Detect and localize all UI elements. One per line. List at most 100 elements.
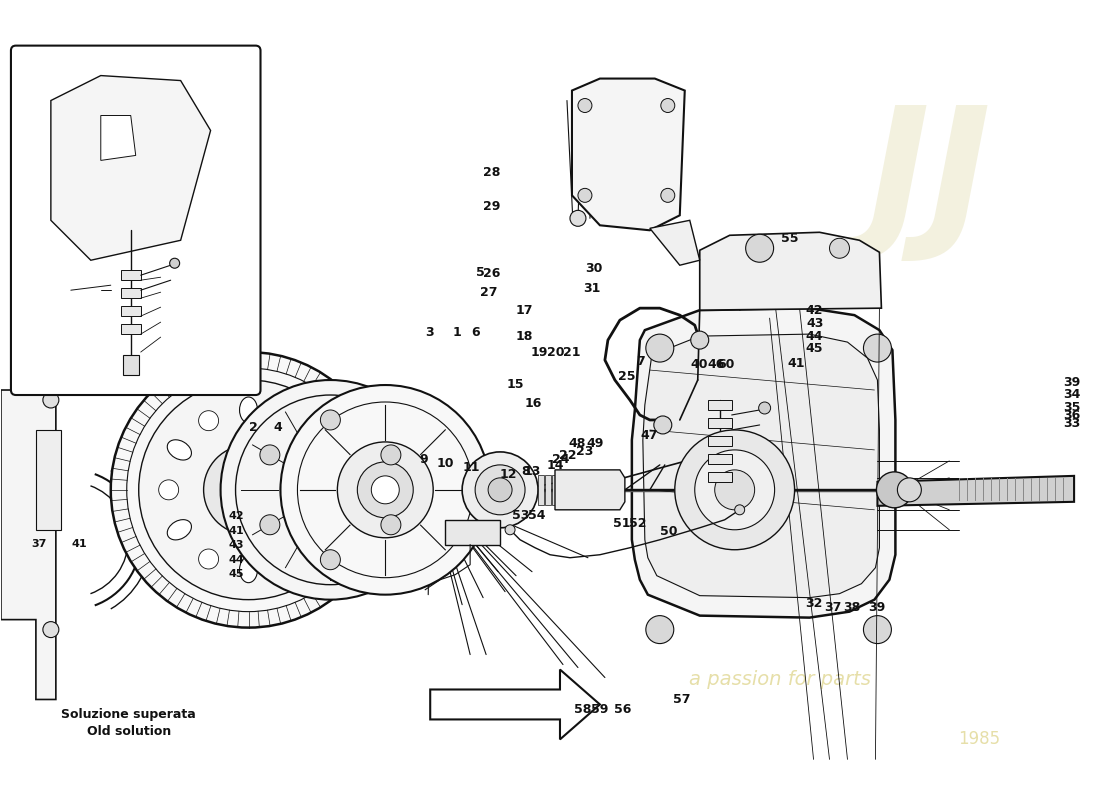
Text: 50: 50 (660, 526, 678, 538)
Text: 41: 41 (72, 538, 88, 549)
Circle shape (233, 475, 264, 505)
Polygon shape (556, 470, 625, 510)
Circle shape (158, 480, 178, 500)
Text: 41: 41 (788, 357, 805, 370)
Text: 43: 43 (806, 317, 823, 330)
Text: 13: 13 (524, 466, 541, 478)
Text: 19: 19 (530, 346, 548, 358)
Text: 60: 60 (717, 358, 735, 370)
Circle shape (358, 462, 414, 518)
Circle shape (505, 525, 515, 534)
Text: 29: 29 (483, 200, 500, 214)
Text: 8: 8 (521, 466, 530, 478)
Polygon shape (430, 670, 600, 739)
Circle shape (864, 334, 891, 362)
Polygon shape (650, 220, 700, 266)
Text: Soluzione superata: Soluzione superata (62, 708, 196, 721)
Text: 5: 5 (476, 266, 485, 278)
Polygon shape (121, 324, 141, 334)
Text: 37: 37 (31, 538, 46, 549)
Polygon shape (642, 334, 879, 598)
Text: 1985: 1985 (958, 730, 1000, 749)
Ellipse shape (240, 557, 257, 582)
Circle shape (300, 460, 361, 520)
Circle shape (646, 334, 674, 362)
Text: 56: 56 (614, 703, 631, 716)
Text: 7: 7 (636, 355, 645, 368)
Text: 14: 14 (547, 459, 564, 472)
Text: 48: 48 (569, 438, 586, 450)
Circle shape (381, 515, 400, 534)
Polygon shape (121, 288, 141, 298)
Text: 17: 17 (516, 304, 534, 317)
Text: 20: 20 (547, 346, 564, 358)
Circle shape (715, 470, 755, 510)
Circle shape (578, 98, 592, 113)
Polygon shape (123, 355, 139, 375)
Circle shape (221, 380, 440, 600)
Text: 53: 53 (512, 510, 529, 522)
Text: 47: 47 (640, 430, 658, 442)
Circle shape (204, 445, 294, 534)
Text: 9: 9 (419, 454, 428, 466)
Circle shape (746, 234, 773, 262)
Text: 31: 31 (583, 282, 601, 294)
Circle shape (488, 478, 513, 502)
Text: 49: 49 (586, 438, 604, 450)
Text: 43: 43 (229, 540, 244, 550)
Circle shape (199, 410, 219, 430)
Text: 59: 59 (591, 703, 608, 716)
Circle shape (759, 402, 771, 414)
Circle shape (199, 549, 219, 569)
Circle shape (221, 462, 276, 518)
Text: 22: 22 (559, 450, 576, 462)
Polygon shape (707, 400, 732, 410)
Polygon shape (566, 475, 572, 505)
Ellipse shape (167, 520, 191, 540)
Circle shape (320, 410, 340, 430)
Text: a passion for parts: a passion for parts (689, 670, 870, 689)
Text: 11: 11 (462, 462, 480, 474)
Ellipse shape (240, 397, 257, 423)
Text: 24: 24 (552, 454, 570, 466)
Text: 30: 30 (585, 262, 603, 274)
Polygon shape (707, 454, 732, 464)
Circle shape (260, 515, 279, 534)
Circle shape (43, 622, 59, 638)
Circle shape (695, 450, 774, 530)
Text: 26: 26 (483, 267, 500, 280)
Circle shape (877, 472, 912, 508)
Ellipse shape (167, 440, 191, 460)
Text: 40: 40 (691, 358, 708, 370)
Text: 10: 10 (437, 458, 454, 470)
Polygon shape (101, 115, 135, 161)
Text: 41: 41 (229, 526, 244, 536)
Circle shape (578, 188, 592, 202)
Polygon shape (1, 300, 56, 699)
Text: 35: 35 (1063, 402, 1080, 414)
Circle shape (317, 476, 344, 504)
Circle shape (320, 550, 340, 570)
Ellipse shape (306, 520, 330, 540)
Text: 52: 52 (629, 518, 647, 530)
Polygon shape (121, 306, 141, 316)
Circle shape (169, 258, 179, 268)
Text: 45: 45 (806, 342, 824, 355)
Text: 42: 42 (806, 304, 824, 317)
Text: 25: 25 (618, 370, 636, 382)
Text: 4: 4 (273, 422, 282, 434)
Polygon shape (446, 520, 501, 545)
Circle shape (111, 352, 386, 628)
Text: 6: 6 (471, 326, 480, 338)
Text: 27: 27 (480, 286, 497, 298)
Text: 44: 44 (229, 554, 244, 565)
Text: 42: 42 (229, 510, 244, 521)
Circle shape (829, 238, 849, 258)
Polygon shape (572, 78, 685, 230)
Polygon shape (121, 270, 141, 280)
Polygon shape (707, 472, 732, 482)
Circle shape (260, 445, 279, 465)
Polygon shape (559, 475, 565, 505)
Circle shape (661, 188, 674, 202)
Text: 3: 3 (425, 326, 433, 338)
